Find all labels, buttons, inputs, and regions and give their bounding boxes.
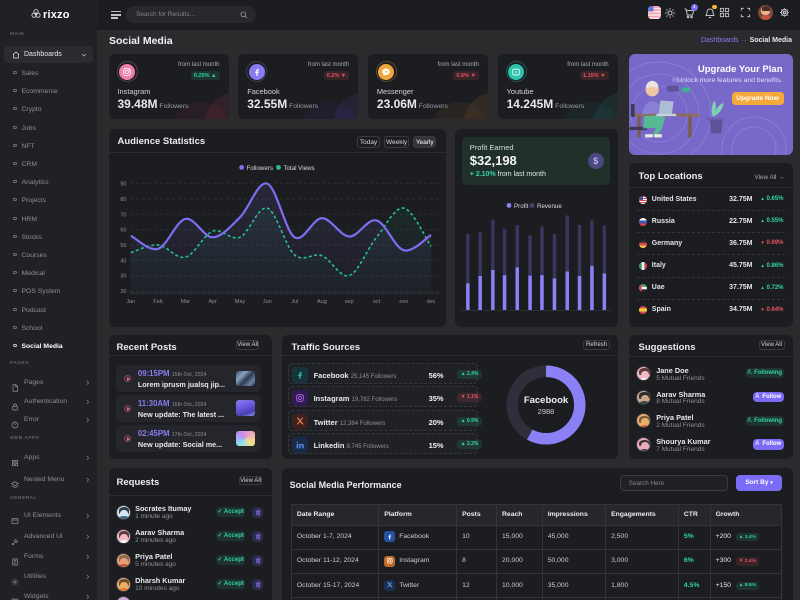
svg-text:70: 70 bbox=[120, 212, 126, 218]
svg-text:oct: oct bbox=[372, 299, 380, 305]
svg-text:90: 90 bbox=[120, 181, 126, 187]
svg-text:Jan: Jan bbox=[126, 299, 135, 305]
svg-text:sep: sep bbox=[344, 299, 353, 305]
svg-text:Feb: Feb bbox=[153, 299, 162, 305]
svg-text:2988: 2988 bbox=[537, 407, 554, 416]
svg-text:40: 40 bbox=[120, 258, 126, 264]
svg-text:Apr: Apr bbox=[208, 299, 217, 305]
svg-text:30: 30 bbox=[120, 273, 126, 279]
svg-text:80: 80 bbox=[120, 197, 126, 203]
svg-text:Profit: Profit bbox=[514, 202, 529, 209]
svg-text:dec: dec bbox=[426, 299, 435, 305]
svg-text:60: 60 bbox=[120, 227, 126, 233]
svg-text:Total Views: Total Views bbox=[283, 164, 314, 171]
svg-text:Mar: Mar bbox=[180, 299, 190, 305]
svg-text:Followers: Followers bbox=[246, 164, 272, 171]
svg-text:Facebook: Facebook bbox=[523, 395, 568, 406]
svg-text:Aug: Aug bbox=[317, 299, 327, 305]
svg-text:May: May bbox=[234, 299, 245, 305]
svg-text:Revenue: Revenue bbox=[537, 202, 562, 209]
svg-text:50: 50 bbox=[120, 243, 126, 249]
svg-text:20: 20 bbox=[120, 289, 126, 295]
svg-text:nov: nov bbox=[399, 299, 408, 305]
svg-text:Jun: Jun bbox=[262, 299, 271, 305]
svg-text:Jul: Jul bbox=[291, 299, 298, 305]
